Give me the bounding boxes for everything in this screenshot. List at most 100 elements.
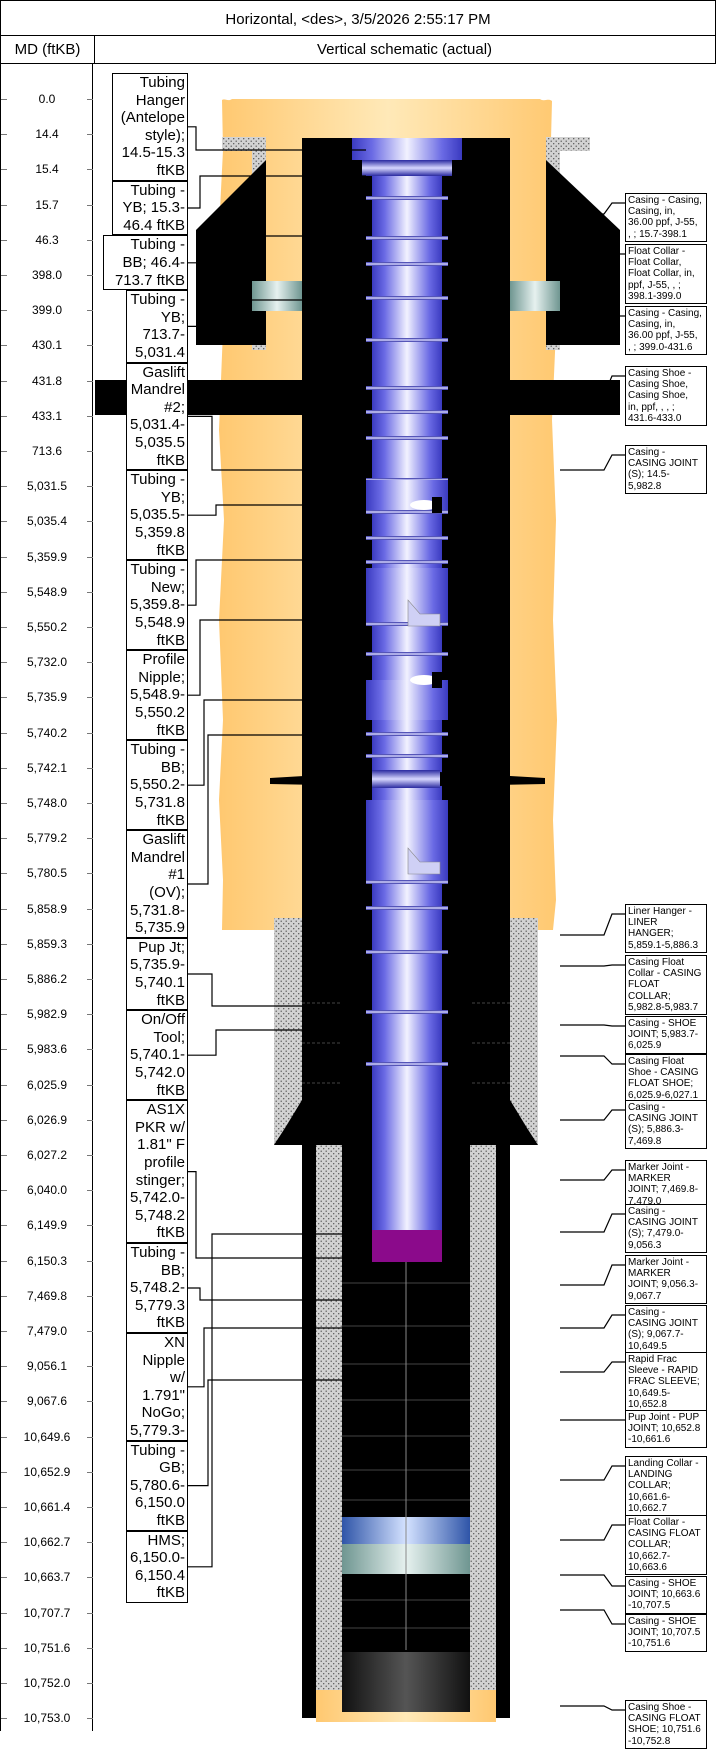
depth-label: 431.8 <box>31 373 63 388</box>
leader-line <box>560 1169 625 1181</box>
label-line: 5,740.1 <box>134 973 185 991</box>
depth-label: 14.4 <box>35 127 59 142</box>
gaslift-valve <box>410 500 438 510</box>
depth-tick <box>87 99 93 100</box>
depth-tick <box>1 979 7 980</box>
depth-label: 5,858.9 <box>26 901 68 916</box>
depth-tick <box>1 1366 7 1368</box>
label-line: ftKB <box>156 721 185 739</box>
leader-line <box>560 375 625 396</box>
depth-tick <box>87 1683 93 1684</box>
label-line: Casing Float <box>628 957 685 968</box>
depth-tick <box>1 1190 7 1192</box>
depth-tick <box>87 943 93 945</box>
depth-tick <box>1 1718 7 1720</box>
component-label-left: Tubing - BB; 5,550.2- 5,731.8 ftKB <box>126 740 188 831</box>
label-line: 10,662.7- <box>628 1550 671 1562</box>
depth-tick <box>87 415 93 417</box>
label-line: Sleeve - RAPID <box>628 1365 699 1377</box>
depth-tick <box>1 1436 7 1438</box>
label-line: 6,150.4 <box>134 1566 185 1584</box>
depth-label: 7,479.0 <box>26 1324 68 1338</box>
label-line: Tubing - <box>130 1244 185 1261</box>
leader-line <box>188 734 366 885</box>
label-line: Casing - SHOE <box>628 1616 697 1627</box>
component-label-right: Casing Shoe - CASING FLOAT SHOE; 10,751.6-… <box>625 1700 707 1749</box>
depth-tick <box>1 1577 7 1579</box>
depth-label: 430.1 <box>31 338 63 353</box>
tubing-coupling <box>366 754 448 758</box>
label-line: 36.00 ppf, J-55, <box>628 330 698 342</box>
label-line: Pup Jt; <box>138 938 185 956</box>
label-line: CASING FLOAT <box>628 1528 701 1540</box>
leader-line <box>188 1233 366 1568</box>
depth-label: 6,040.0 <box>26 1183 68 1198</box>
label-line: Casing Shoe, <box>628 390 689 402</box>
depth-label: 5,740.2 <box>26 725 68 740</box>
label-line: Landing Collar - <box>628 1458 699 1469</box>
label-line: 5,748.2- <box>129 1279 185 1297</box>
depth-tick <box>87 1014 93 1016</box>
label-line: PKR w/ <box>134 1118 185 1136</box>
depth-label: 5,748.0 <box>26 796 68 810</box>
leader-line <box>560 1705 625 1711</box>
depth-tick <box>1 521 7 523</box>
depth-tick <box>87 591 93 593</box>
depth-tick <box>87 662 93 664</box>
label-line: ftKB <box>156 1314 185 1332</box>
depth-tick <box>87 275 93 276</box>
label-line: 5,550.2- <box>129 776 185 794</box>
label-line: ftKB <box>156 451 185 469</box>
leader-line <box>560 315 625 331</box>
depth-tick <box>1 1683 7 1684</box>
surface-casing-left-wall <box>222 137 266 151</box>
depth-tick <box>87 380 93 382</box>
label-line: COLLAR; <box>628 990 671 1002</box>
gaslift-valve <box>410 675 438 685</box>
leader-line <box>560 1465 625 1481</box>
component-label-left: Tubing - YB; 5,035.5- 5,359.8 ftKB <box>126 470 188 561</box>
label-line: profile <box>144 1153 185 1171</box>
label-line: 36.00 ppf, J-55, <box>628 217 698 229</box>
label-line: 5,780.6- <box>129 1476 185 1494</box>
label-line: Casing - Casing, <box>628 195 702 206</box>
depth-tick <box>87 627 93 628</box>
depth-tick <box>87 1084 93 1086</box>
label-line: ppf, J-55, , ; <box>628 279 681 291</box>
depth-tick <box>1 380 7 382</box>
depth-tick <box>87 556 93 558</box>
label-line: 14.5-15.3 <box>121 144 185 162</box>
casing-shoe-band <box>95 380 620 415</box>
component-label-right: Casing - SHOE JOINT; 10,663.6 -10,707.5 <box>625 1576 707 1614</box>
label-line: 9,067.7 <box>628 1290 662 1302</box>
component-label-right: Rapid Frac Sleeve - RAPID FRAC SLEEVE; 10,6… <box>625 1352 707 1412</box>
depth-label: 5,732.0 <box>26 655 68 670</box>
label-line: 5,779.3- <box>129 1421 185 1439</box>
depth-tick <box>87 1295 93 1297</box>
label-line: Tubing - <box>130 741 185 759</box>
depth-tick <box>1 415 7 417</box>
label-line: 5,982.8 <box>628 480 662 492</box>
depth-tick <box>87 451 93 452</box>
leader-line <box>188 504 366 516</box>
label-line: Casing - SHOE <box>628 1018 697 1029</box>
leader-line <box>560 964 625 967</box>
label-line: Casing Shoe - <box>628 1702 692 1713</box>
depth-tick <box>1 1084 7 1086</box>
depth-label: 5,780.5 <box>26 866 68 881</box>
label-line: Mandrel <box>130 848 185 866</box>
label-line: SHOE; 10,751.6 <box>628 1724 701 1736</box>
label-line: Nipple; <box>138 668 185 686</box>
depth-label: 10,751.6 <box>23 1640 71 1655</box>
tubing-string <box>352 138 462 1230</box>
label-line: Tubing - <box>130 561 185 579</box>
component-label-left: Tubing - BB; 5,748.2- 5,779.3 ftKB <box>126 1243 188 1333</box>
label-line: #2; <box>164 398 185 416</box>
label-line: YB; <box>160 488 185 506</box>
label-line: GB; <box>159 1459 185 1477</box>
depth-tick <box>1 1507 7 1508</box>
depth-tick <box>87 697 93 699</box>
tubing-coupling <box>366 732 448 736</box>
label-line: (S); 5,886.3- <box>628 1124 684 1136</box>
